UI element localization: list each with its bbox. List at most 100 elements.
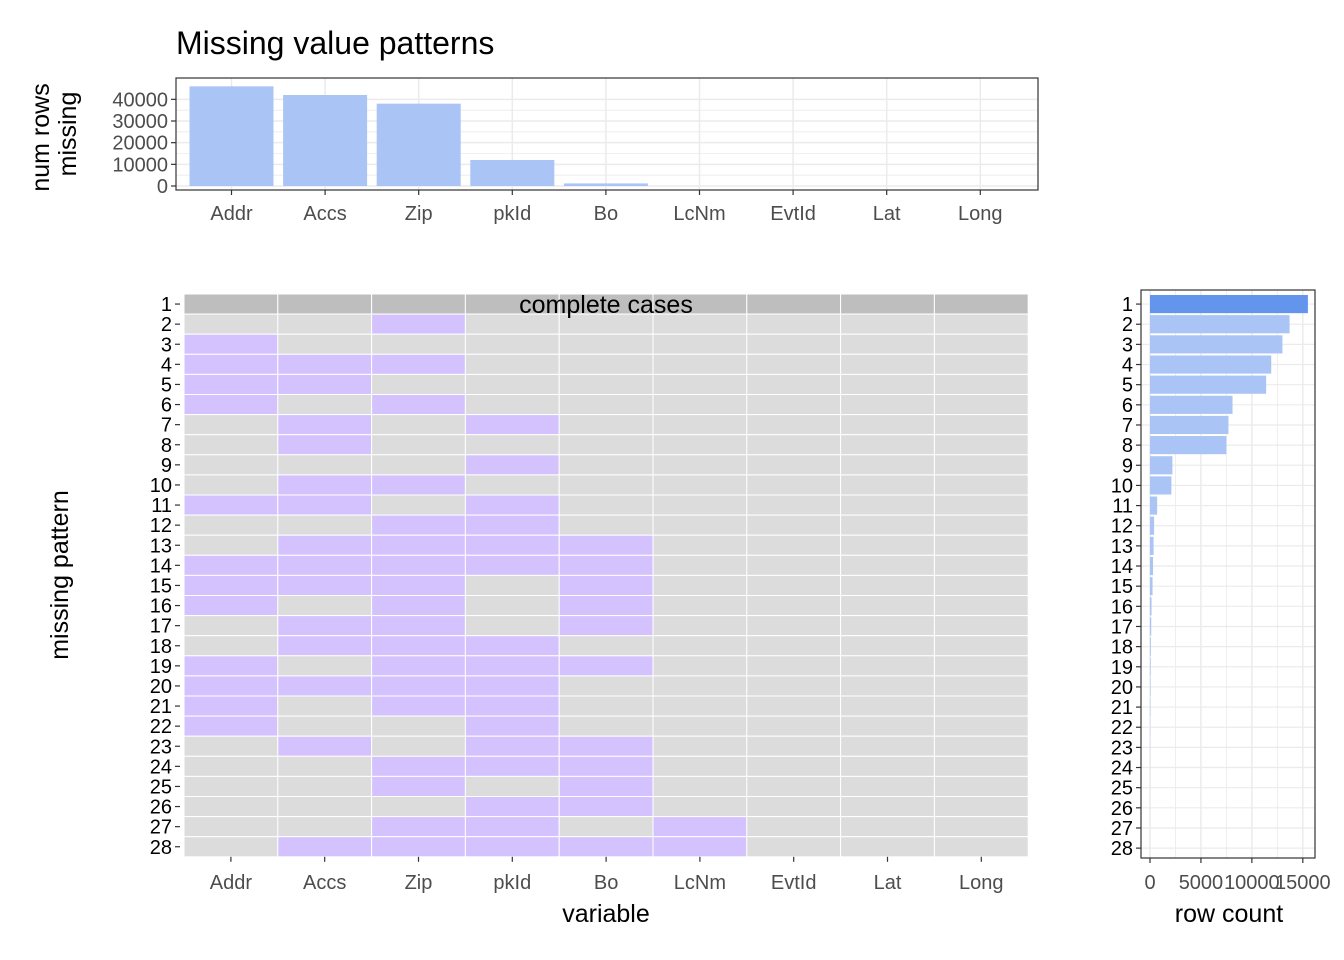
- heatmap-cell-r14-accs: [277, 554, 373, 576]
- heatmap-cell-r14-zip: [371, 554, 466, 576]
- heatmap-cell-r5-lcnm: [652, 373, 748, 395]
- heatmap-cell-r21-lcnm: [652, 695, 748, 717]
- heatmap-cell-r22-long: [933, 715, 1029, 737]
- heatmap-cell-r25-evtid: [746, 775, 842, 798]
- top-panel-border: [175, 77, 1039, 191]
- heatmap-cell-r14-lcnm: [652, 554, 748, 576]
- heatmap-cell-r16-bo: [558, 595, 654, 617]
- right-y-tick-label: 10: [1111, 475, 1133, 497]
- heatmap-x-tick-label: Bo: [594, 872, 618, 894]
- heatmap-cell-r15-pkid: [464, 574, 560, 597]
- heatmap-cell-r9-addr: [183, 454, 279, 476]
- heatmap-cell-r7-pkid: [464, 414, 560, 436]
- heatmap-cell-r6-zip: [371, 394, 466, 416]
- row-count-bar-12: [1150, 516, 1155, 535]
- heatmap-cell-r16-addr: [183, 595, 279, 617]
- top-y-tick-label: 20000: [112, 133, 168, 155]
- heatmap-cell-r10-evtid: [746, 474, 842, 496]
- heatmap-cell-r7-zip: [371, 414, 466, 436]
- heatmap-cell-r27-addr: [183, 816, 279, 838]
- heatmap-cell-r5-lat: [840, 373, 935, 395]
- heatmap-cell-r7-accs: [277, 414, 373, 436]
- heatmap-cell-r27-bo: [558, 816, 654, 838]
- heatmap-cell-r2-evtid: [746, 313, 842, 335]
- heatmap-y-tick-label: 24: [150, 756, 172, 778]
- heatmap-cell-r9-lat: [840, 454, 935, 476]
- heatmap-x-tick-label: LcNm: [674, 872, 726, 894]
- heatmap-cell-r3-pkid: [464, 333, 560, 355]
- heatmap-cell-r16-lat: [840, 595, 935, 617]
- heatmap-cell-r20-zip: [371, 675, 466, 697]
- heatmap-cell-r18-pkid: [464, 635, 560, 657]
- heatmap-cell-r25-pkid: [464, 775, 560, 798]
- heatmap-cell-r26-lat: [840, 796, 935, 818]
- heatmap-cell-r13-long: [933, 534, 1029, 556]
- heatmap-cell-r24-addr: [183, 755, 279, 777]
- heatmap-cell-r8-bo: [558, 434, 654, 456]
- heatmap-cell-r10-long: [933, 474, 1029, 496]
- heatmap-cell-r21-pkid: [464, 695, 560, 717]
- heatmap-cell-r23-addr: [183, 735, 279, 757]
- heatmap-y-tick-label: 2: [161, 314, 172, 336]
- heatmap-y-tick-label: 26: [150, 797, 172, 819]
- heatmap-cell-r15-lat: [840, 574, 935, 597]
- heatmap-cell-r28-pkid: [464, 836, 560, 858]
- heatmap-cell-r12-lcnm: [652, 514, 748, 536]
- heatmap-cell-r24-long: [933, 755, 1029, 777]
- heatmap-cell-r25-addr: [183, 775, 279, 798]
- heatmap-cell-r23-evtid: [746, 735, 842, 757]
- right-y-tick-label: 4: [1122, 355, 1133, 377]
- heatmap-cell-r18-zip: [371, 635, 466, 657]
- heatmap-cell-r28-evtid: [746, 836, 842, 858]
- heatmap-cell-r27-evtid: [746, 816, 842, 838]
- heatmap-cell-r1-lat: [840, 293, 935, 315]
- heatmap-cell-r2-accs: [277, 313, 373, 335]
- right-x-tick-label: 15000: [1275, 872, 1331, 894]
- heatmap-cell-r10-accs: [277, 474, 373, 496]
- heatmap-y-tick-label: 5: [161, 374, 172, 396]
- heatmap-cell-r5-addr: [183, 373, 279, 395]
- right-y-tick-label: 18: [1111, 637, 1133, 659]
- heatmap-cell-r7-lcnm: [652, 414, 748, 436]
- top-bar-pkid: [470, 160, 555, 186]
- top-x-tick-label: Zip: [405, 203, 433, 225]
- heatmap-y-tick-label: 18: [150, 636, 172, 658]
- heatmap-cell-r7-long: [933, 414, 1029, 436]
- heatmap-cell-r22-accs: [277, 715, 373, 737]
- heatmap-cell-r18-addr: [183, 635, 279, 657]
- heatmap-cell-r2-long: [933, 313, 1029, 335]
- heatmap-cell-r21-addr: [183, 695, 279, 717]
- heatmap-cell-r3-bo: [558, 333, 654, 355]
- heatmap-cell-r25-lat: [840, 775, 935, 798]
- heatmap-cell-r19-pkid: [464, 655, 560, 677]
- heatmap-cell-r2-addr: [183, 313, 279, 335]
- heatmap-cell-r10-pkid: [464, 474, 560, 496]
- heatmap-cell-r3-zip: [371, 333, 466, 355]
- right-x-axis-title: row count: [1175, 900, 1283, 928]
- heatmap-cell-r3-long: [933, 333, 1029, 355]
- heatmap-cell-r25-zip: [371, 775, 466, 798]
- heatmap-x-tick-label: Long: [959, 872, 1004, 894]
- right-y-tick-label: 27: [1111, 818, 1133, 840]
- heatmap-cell-r5-long: [933, 373, 1029, 395]
- heatmap-cell-r2-lat: [840, 313, 935, 335]
- heatmap-cell-r1-long: [933, 293, 1029, 315]
- heatmap-cell-r7-evtid: [746, 414, 842, 436]
- heatmap-cell-r24-zip: [371, 755, 466, 777]
- heatmap-cell-r22-pkid: [464, 715, 560, 737]
- heatmap-cell-r13-bo: [558, 534, 654, 556]
- heatmap-cell-r18-accs: [277, 635, 373, 657]
- heatmap-cell-r6-lcnm: [652, 394, 748, 416]
- heatmap-cell-r16-zip: [371, 595, 466, 617]
- heatmap-cell-r19-bo: [558, 655, 654, 677]
- heatmap-x-tick-label: Accs: [303, 872, 346, 894]
- heatmap-cell-r11-pkid: [464, 494, 560, 516]
- heatmap-cell-r3-lcnm: [652, 333, 748, 355]
- heatmap-cell-r20-lat: [840, 675, 935, 697]
- top-x-tick-label: Accs: [303, 203, 346, 225]
- heatmap-y-tick-label: 28: [150, 837, 172, 859]
- heatmap-cell-r23-zip: [371, 735, 466, 757]
- row-count-bar-1: [1150, 295, 1308, 314]
- right-y-tick-label: 24: [1111, 758, 1133, 780]
